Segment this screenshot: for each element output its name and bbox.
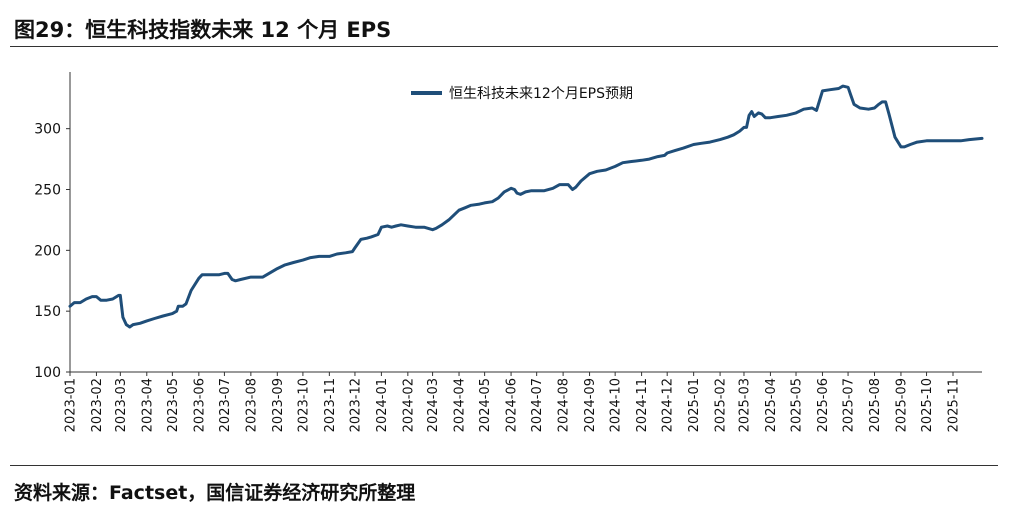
x-tick-label: 2024-05 [478, 378, 493, 432]
chart-axes [69, 72, 982, 373]
chart-title: 图29：恒生科技指数未来 12 个月 EPS [14, 18, 392, 42]
x-tick-label: 2025-05 [790, 378, 805, 432]
x-tick-label: 2025-03 [738, 378, 753, 432]
x-tick-label: 2025-01 [687, 378, 702, 432]
legend-label: 恒生科技未来12个月EPS预期 [449, 86, 633, 102]
x-tick-label: 2025-02 [714, 378, 729, 432]
y-axis-ticks: 100 150 200 250 300 [34, 122, 70, 381]
y-tick-label: 250 [34, 183, 61, 199]
x-tick-label: 2023-12 [348, 378, 363, 432]
title-divider [10, 46, 998, 47]
x-tick-label: 2023-08 [244, 378, 259, 432]
x-tick-label: 2023-02 [90, 378, 105, 432]
x-tick-label: 2023-09 [271, 378, 286, 432]
x-tick-label: 2023-10 [296, 378, 311, 432]
x-tick-label: 2025-08 [868, 378, 883, 432]
y-tick-label: 300 [34, 122, 61, 138]
x-tick-label: 2025-04 [764, 378, 779, 432]
x-axis-ticks: 2023-01 2023-02 2023-03 2023-04 2023-05 2023-… [64, 372, 962, 432]
x-tick-label: 2025-09 [895, 378, 910, 432]
x-tick-label: 2023-05 [166, 378, 181, 432]
source-divider [10, 465, 998, 466]
x-tick-label: 2024-07 [530, 378, 545, 432]
x-tick-label: 2024-03 [426, 378, 441, 432]
x-tick-label: 2024-11 [635, 378, 650, 432]
series-layer [68, 84, 984, 329]
x-tick-label: 2024-10 [609, 378, 624, 432]
y-tick-label: 100 [34, 365, 61, 381]
x-tick-label: 2023-03 [114, 378, 129, 432]
chart-legend: 恒生科技未来12个月EPS预期 [411, 86, 633, 102]
x-tick-label: 2024-06 [505, 378, 520, 432]
x-tick-label: 2024-02 [401, 378, 416, 432]
x-tick-label: 2023-04 [140, 378, 155, 432]
x-tick-label: 2024-09 [583, 378, 598, 432]
x-tick-label: 2023-11 [323, 378, 338, 432]
x-tick-label: 2024-01 [375, 378, 390, 432]
x-tick-label: 2023-01 [64, 378, 79, 432]
series-line [68, 84, 984, 329]
x-tick-label: 2025-06 [816, 378, 831, 432]
y-tick-label: 150 [34, 304, 61, 320]
y-tick-label: 200 [34, 243, 61, 259]
x-tick-label: 2025-07 [842, 378, 857, 432]
x-tick-label: 2023-06 [192, 378, 207, 432]
x-tick-label: 2024-12 [661, 378, 676, 432]
x-tick-label: 2024-08 [557, 378, 572, 432]
source-note: 资料来源：Factset，国信证券经济研究所整理 [14, 482, 416, 504]
x-tick-label: 2025-11 [947, 378, 962, 432]
x-tick-label: 2023-07 [218, 378, 233, 432]
x-tick-label: 2024-04 [453, 378, 468, 432]
x-tick-label: 2025-10 [920, 378, 935, 432]
